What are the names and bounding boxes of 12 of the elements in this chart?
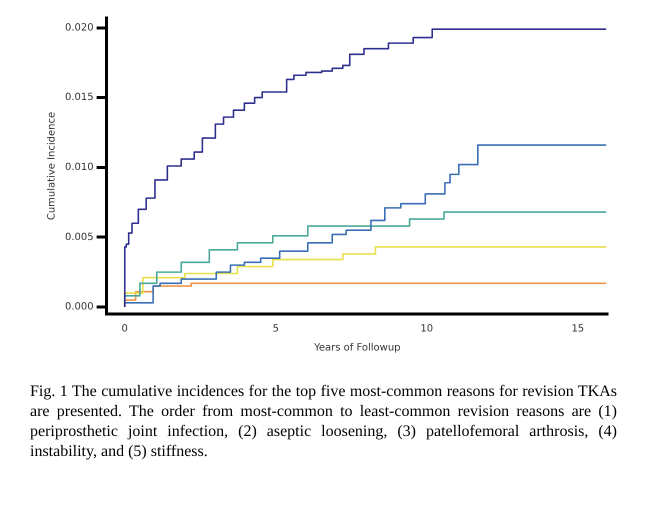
- y-tick-label: 0.010: [64, 162, 94, 173]
- y-tick-label: 0.020: [64, 22, 94, 34]
- x-tick-label: 5: [272, 324, 279, 335]
- caption: Fig. 1 The cumulative incidences for the top five most-common reasons for revision TKAs are presented. The order from most-common to least-common revision reasons are (1) periprosthetic joint infection, (2) aseptic loosening, (3) patellofemoral arthrosis, (4) instability, and (5) stiffness.: [30, 382, 617, 462]
- x-tick-label: 0: [122, 324, 128, 335]
- x-axis-title: Years of Followup: [313, 342, 401, 354]
- x-tick-label: 10: [420, 324, 434, 335]
- x-tick-label: 15: [571, 324, 584, 335]
- y-tick-label: 0.000: [64, 302, 94, 313]
- y-tick-label: 0.015: [64, 92, 94, 104]
- y-tick-label: 0.005: [64, 232, 94, 243]
- y-axis-title: Cumulative Incidence: [46, 112, 58, 220]
